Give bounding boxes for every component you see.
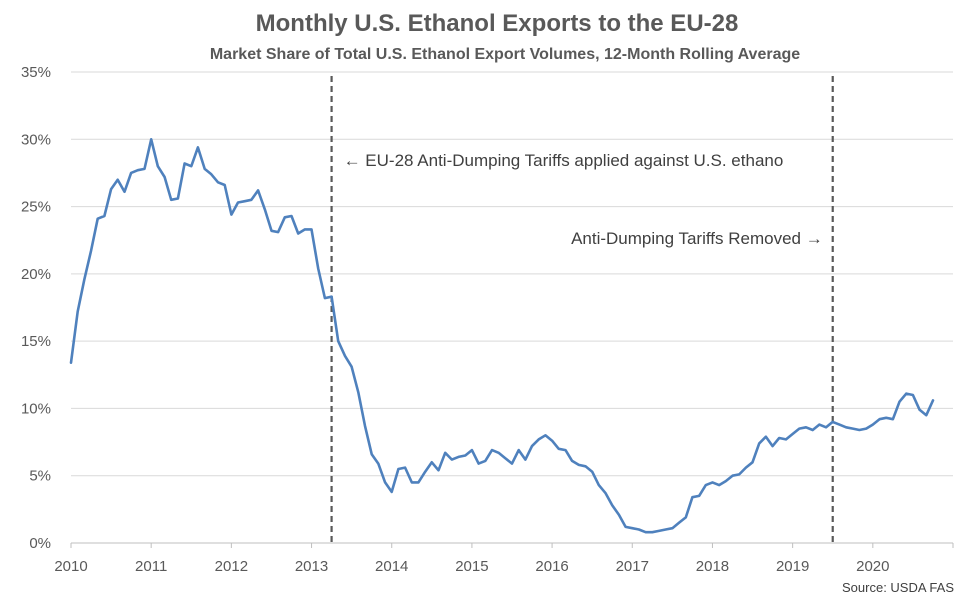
- y-tick-label: 35%: [21, 64, 51, 81]
- y-tick-label: 0%: [29, 535, 51, 552]
- x-tick-label: 2010: [54, 558, 87, 575]
- x-tick-label: 2017: [616, 558, 649, 575]
- x-tick-label: 2011: [135, 558, 167, 575]
- y-axis: 0% 5% 10% 15% 20% 25% 30% 35%: [21, 64, 51, 552]
- x-tick-label: 2013: [295, 558, 328, 575]
- gridlines: [71, 71, 953, 477]
- y-tick-label: 15%: [21, 333, 51, 350]
- series-layer: [69, 138, 935, 534]
- marker-label: ← EU-28 Anti-Dumping Tariffs applied aga…: [344, 151, 784, 170]
- y-tick-label: 5%: [29, 468, 51, 485]
- source-note: Source: USDA FAS: [842, 580, 954, 595]
- y-tick-label: 10%: [21, 400, 51, 417]
- y-tick-label: 20%: [21, 266, 51, 283]
- chart-title: Monthly U.S. Ethanol Exports to the EU-2…: [256, 10, 739, 37]
- x-tick-label: 2015: [455, 558, 488, 575]
- chart-subtitle: Market Share of Total U.S. Ethanol Expor…: [210, 46, 800, 63]
- marker-label: Anti-Dumping Tariffs Removed →: [571, 229, 823, 248]
- x-tick-label: 2019: [776, 558, 809, 575]
- x-tick-label: 2014: [375, 558, 408, 575]
- x-tick-label: 2016: [535, 558, 568, 575]
- event-markers: ← EU-28 Anti-Dumping Tariffs applied aga…: [330, 76, 834, 543]
- y-tick-label: 25%: [21, 199, 51, 216]
- x-axis: 2010 2011 2012 2013 2014 2015 2016 2017 2018 2019…: [54, 542, 954, 575]
- x-tick-label: 2018: [696, 558, 729, 575]
- x-tick-label: 2020: [856, 558, 889, 575]
- x-tick-label: 2012: [215, 558, 248, 575]
- series-line-0: [69, 138, 935, 534]
- y-tick-label: 30%: [21, 131, 51, 148]
